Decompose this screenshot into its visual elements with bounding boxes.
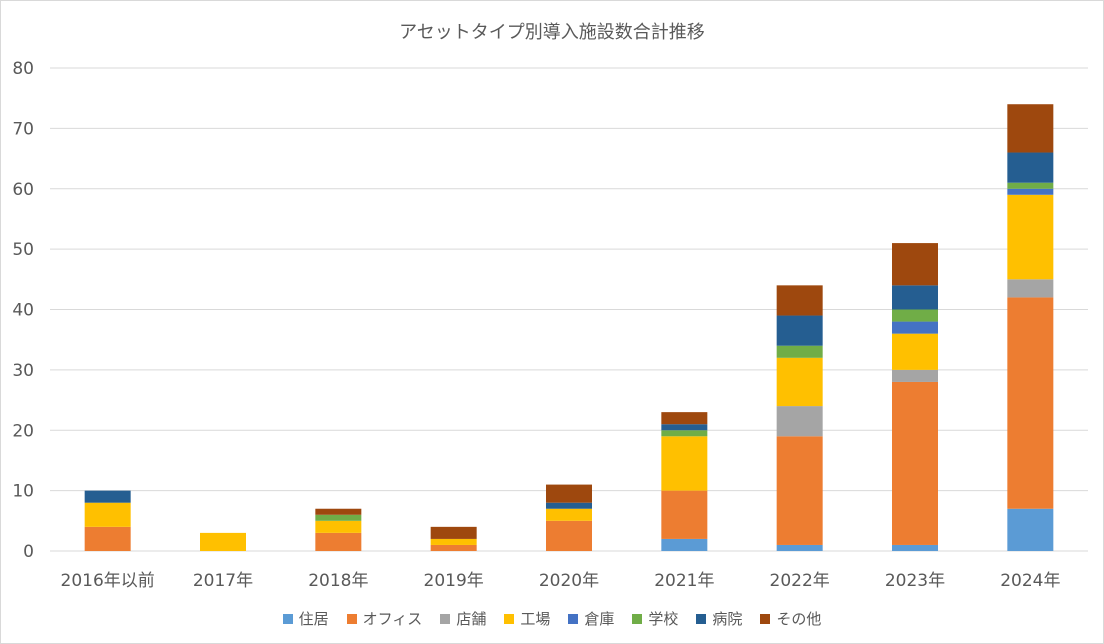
bar-segment-2-3 xyxy=(315,520,362,533)
bar-segment-8-7 xyxy=(1007,104,1054,153)
bar-segment-7-1 xyxy=(892,381,938,545)
bar-segment-4-1 xyxy=(546,520,592,551)
legend-label-6: 病院 xyxy=(712,610,743,628)
y-tick-label-2: 20 xyxy=(12,421,34,441)
chart-title: アセットタイプ別導入施設数合計推移 xyxy=(399,22,705,43)
y-tick-label-1: 10 xyxy=(12,482,34,502)
legend-swatch-7 xyxy=(760,613,771,624)
bar-segment-6-2 xyxy=(776,406,823,437)
x-tick-label-0: 2016年以前 xyxy=(61,571,155,591)
legend-label-7: その他 xyxy=(776,610,822,628)
legend-item-6: 病院 xyxy=(696,608,742,629)
x-tick-label-8: 2024年 xyxy=(1000,571,1060,591)
legend-label-3: 工場 xyxy=(520,610,551,628)
bar-segment-6-3 xyxy=(776,357,823,407)
bar-segment-4-7 xyxy=(546,484,592,503)
bar-segment-7-4 xyxy=(892,321,938,334)
x-tick-label-3: 2019年 xyxy=(424,571,484,591)
legend-item-5: 学校 xyxy=(632,608,678,629)
legend-label-4: 倉庫 xyxy=(584,610,615,628)
y-tick-label-3: 30 xyxy=(12,361,34,381)
x-tick-label-7: 2023年 xyxy=(885,571,945,591)
legend-swatch-1 xyxy=(346,613,357,624)
legend-item-3: 工場 xyxy=(504,608,550,629)
bar-segment-3-7 xyxy=(430,526,477,539)
bar-segment-5-6 xyxy=(661,424,708,431)
y-tick-label-8: 80 xyxy=(12,59,34,79)
y-tick-label-4: 40 xyxy=(12,301,34,321)
bar-segment-8-2 xyxy=(1007,279,1054,298)
bar-segment-7-7 xyxy=(892,243,938,286)
bar-segment-4-3 xyxy=(546,508,592,521)
bar-segment-4-6 xyxy=(546,502,592,509)
bar-segment-2-5 xyxy=(315,514,362,521)
bar-segment-6-5 xyxy=(776,345,823,358)
bar-segment-8-1 xyxy=(1007,297,1054,509)
bar-segment-5-0 xyxy=(661,538,708,551)
legend-item-7: その他 xyxy=(760,608,821,629)
y-tick-label-7: 70 xyxy=(12,119,34,139)
y-tick-label-5: 50 xyxy=(12,240,34,260)
bar-segment-5-3 xyxy=(661,436,708,491)
bar-segment-5-1 xyxy=(661,490,708,539)
legend-swatch-5 xyxy=(632,613,643,624)
x-tick-label-1: 2017年 xyxy=(193,571,253,591)
bar-segment-0-6 xyxy=(84,490,131,503)
bar-segment-7-6 xyxy=(892,285,938,310)
bar-segment-6-0 xyxy=(776,544,823,551)
x-tick-label-5: 2021年 xyxy=(654,571,714,591)
legend-swatch-4 xyxy=(568,613,579,624)
legend-swatch-2 xyxy=(440,613,451,624)
x-tick-label-6: 2022年 xyxy=(770,571,830,591)
bar-segment-7-5 xyxy=(892,309,938,322)
x-tick-label-4: 2020年 xyxy=(539,571,599,591)
bar-segment-0-3 xyxy=(84,502,131,527)
bar-segment-0-1 xyxy=(84,526,131,551)
legend-label-1: オフィス xyxy=(362,610,423,628)
bar-segment-3-1 xyxy=(430,544,477,551)
bar-segment-6-7 xyxy=(776,285,823,316)
bar-segment-2-7 xyxy=(315,508,362,515)
bar-segment-5-5 xyxy=(661,430,708,437)
legend-label-0: 住居 xyxy=(298,610,329,628)
legend-item-1: オフィス xyxy=(346,608,423,629)
bar-segment-1-3 xyxy=(200,532,246,551)
legend-label-5: 学校 xyxy=(648,610,679,628)
legend-swatch-3 xyxy=(504,613,515,624)
bar-segment-7-3 xyxy=(892,333,938,370)
bar-segment-3-3 xyxy=(430,538,477,545)
bar-segment-7-0 xyxy=(892,544,938,551)
bar-segment-6-6 xyxy=(776,315,823,346)
bar-segment-8-5 xyxy=(1007,182,1054,189)
chart-legend: 住居 オフィス 店舗 工場 倉庫 学校 病院 その他 xyxy=(0,608,1104,629)
bar-segment-5-7 xyxy=(661,412,708,425)
legend-item-0: 住居 xyxy=(282,608,329,629)
legend-item-4: 倉庫 xyxy=(568,608,614,629)
bar-segment-8-3 xyxy=(1007,194,1054,280)
y-tick-label-6: 60 xyxy=(12,180,34,200)
bar-segment-8-0 xyxy=(1007,508,1054,551)
legend-item-2: 店舗 xyxy=(440,608,486,629)
bar-segment-6-1 xyxy=(776,436,823,545)
x-tick-label-2: 2018年 xyxy=(308,571,368,591)
legend-label-2: 店舗 xyxy=(456,610,487,628)
bar-segment-8-4 xyxy=(1007,188,1054,195)
bar-segment-8-6 xyxy=(1007,152,1054,183)
bar-segment-7-2 xyxy=(892,369,938,382)
legend-swatch-0 xyxy=(282,613,293,624)
bar-segment-2-1 xyxy=(315,532,362,551)
y-tick-label-0: 0 xyxy=(23,542,34,562)
legend-swatch-6 xyxy=(696,613,707,624)
